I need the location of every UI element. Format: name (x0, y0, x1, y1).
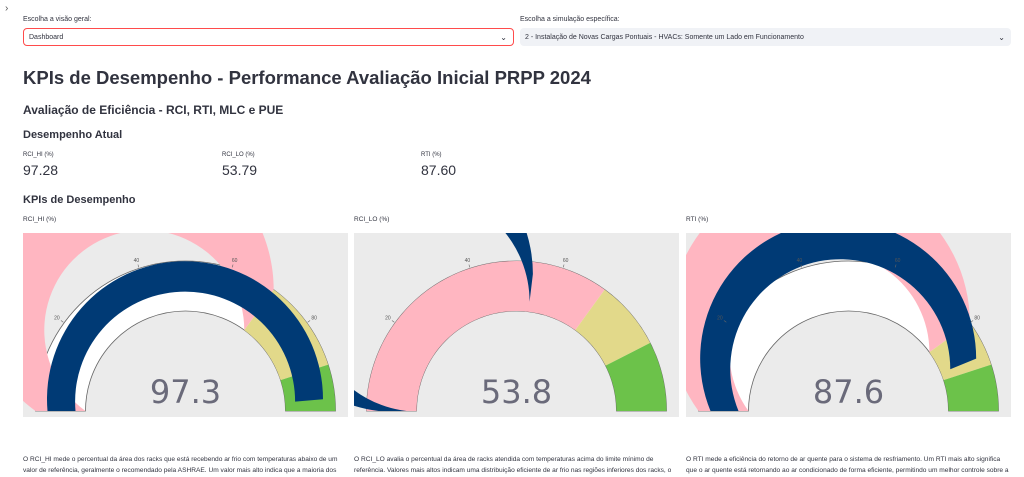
gauge-number: 53.8 (480, 373, 553, 411)
gauge-description: O RTI mede a eficiência do retorno de ar… (686, 456, 1009, 474)
gauge-number: 97.3 (149, 373, 222, 411)
gauge-step (605, 342, 667, 411)
gauge-svg: 20 40 60 80 (686, 233, 999, 412)
page-subtitle: Avaliação de Eficiência - RCI, RTI, MLC … (23, 103, 284, 117)
gauge-value-bar (700, 233, 977, 411)
gauge-card-rci-lo: RCI_LO (%) 20 40 60 53.8 O RCI_LO avalia o… (354, 216, 679, 477)
metric-value: 87.60 (421, 162, 457, 178)
gauge-tick-label: 40 (797, 258, 803, 264)
simulation-select-group: Escolha a simulação específica: 2 - Inst… (520, 16, 1011, 46)
gauge-tick (894, 264, 897, 268)
simulation-select[interactable]: 2 - Instalação de Novas Cargas Pontuais … (520, 28, 1011, 46)
simulation-select-value: 2 - Instalação de Novas Cargas Pontuais … (525, 33, 804, 41)
gauge-tick-label: 60 (232, 258, 238, 264)
gauge-value-bar (46, 261, 323, 411)
gauge-step (575, 289, 651, 366)
gauge-step (943, 364, 999, 411)
gauge-chart[interactable]: 20 40 60 53.8 (354, 233, 679, 417)
gauge-title: RTI (%) (686, 216, 709, 223)
gauge-tick-label: 80 (974, 316, 980, 322)
gauge-card-rti: RTI (%) 20 40 60 80 87.6 O RTI mede a efici… (686, 216, 1011, 477)
gauge-tick (391, 320, 395, 323)
overview-select-group: Escolha a visão geral: Dashboard ⌄ (23, 16, 514, 46)
overview-select[interactable]: Dashboard ⌄ (23, 28, 514, 46)
gauge-tick-label: 40 (465, 258, 471, 264)
gauge-tick-label: 20 (54, 316, 60, 322)
page-title: KPIs de Desempenho - Performance Avaliaç… (23, 67, 591, 88)
metric-label: RTI (%) (421, 152, 442, 158)
gauge-tick (723, 320, 727, 323)
metric-rci-hi: RCI_HI (%) 97.28 (23, 152, 58, 178)
current-performance-header: Desempenho Atual (23, 129, 123, 141)
gauge-number: 87.6 (812, 373, 885, 411)
gauge-title: RCI_HI (%) (23, 216, 57, 223)
gauge-tick (970, 320, 974, 323)
metric-label: RCI_HI (%) (23, 152, 54, 158)
simulation-select-label: Escolha a simulação específica: (520, 16, 620, 23)
gauge-chart[interactable]: 20 40 60 80 97.3 (23, 233, 348, 417)
sidebar-expand-icon[interactable]: › (5, 3, 9, 14)
gauge-tick-label: 60 (895, 258, 901, 264)
gauge-step (366, 261, 517, 411)
overview-select-label: Escolha a visão geral: (23, 16, 92, 23)
gauge-tick (231, 264, 234, 268)
chevron-down-icon: ⌄ (998, 32, 1005, 42)
metric-value: 97.28 (23, 162, 59, 178)
gauge-description: O RCI_HI mede o percentual da área dos r… (23, 456, 338, 474)
kpi-header: KPIs de Desempenho (23, 194, 136, 206)
gauge-tick (307, 320, 311, 323)
gauge-tick (800, 264, 803, 268)
chevron-down-icon: ⌄ (500, 32, 507, 42)
gauge-tick-label: 20 (717, 316, 723, 322)
gauge-svg: 20 40 60 (354, 233, 667, 412)
gauge-tick (60, 320, 64, 323)
gauge-tick-label: 60 (563, 258, 569, 264)
overview-select-value: Dashboard (29, 33, 64, 41)
gauge-chart[interactable]: 20 40 60 80 87.6 (686, 233, 1011, 417)
gauge-card-rci-hi: RCI_HI (%) 20 40 60 80 97.3 O RCI_HI mede o… (23, 216, 348, 477)
gauge-step (516, 261, 605, 331)
metric-rti: RTI (%) 87.60 (421, 152, 456, 178)
gauge-tick-label: 80 (311, 316, 317, 322)
metric-label: RCI_LO (%) (222, 152, 255, 158)
gauge-tick-label: 20 (385, 316, 391, 322)
metric-value: 53.79 (222, 162, 258, 178)
gauge-tick (562, 264, 565, 268)
gauge-tick (137, 264, 140, 268)
metric-rci-lo: RCI_LO (%) 53.79 (222, 152, 257, 178)
gauge-tick-label: 40 (134, 258, 140, 264)
gauge-description: O RCI_LO avalia o percentual da área de … (354, 456, 672, 474)
gauge-svg: 20 40 60 80 (23, 233, 336, 412)
gauge-tick (468, 264, 471, 268)
gauge-title: RCI_LO (%) (354, 216, 390, 223)
